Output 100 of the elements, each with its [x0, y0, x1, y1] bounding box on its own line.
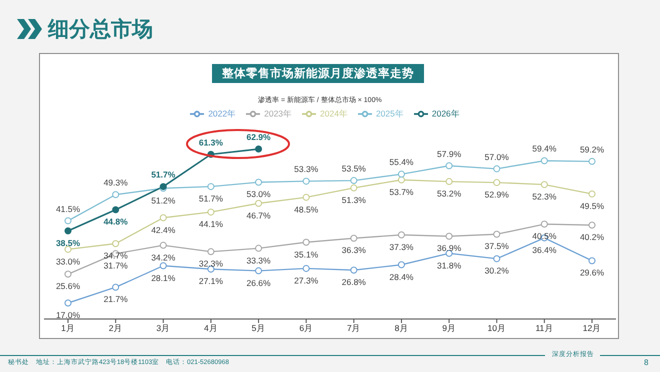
data-label: 51.7%	[151, 170, 176, 180]
legend-label: 2025年	[376, 108, 404, 118]
point	[112, 191, 120, 198]
point	[255, 146, 262, 152]
point	[112, 206, 120, 214]
data-label: 57.9%	[437, 148, 462, 159]
point	[160, 242, 167, 249]
point	[540, 157, 548, 164]
point	[350, 266, 358, 274]
data-label: 61.3%	[198, 137, 224, 148]
point	[255, 200, 262, 207]
data-label: 36.3%	[342, 245, 366, 256]
data-label: 46.7%	[246, 210, 272, 220]
x-tick-label: 4月	[204, 323, 218, 334]
data-label: 34.7%	[104, 250, 128, 261]
data-label: 49.5%	[580, 200, 604, 211]
point	[302, 194, 310, 201]
point	[350, 184, 358, 192]
data-label: 51.3%	[342, 194, 366, 205]
point	[207, 183, 214, 190]
point	[540, 220, 548, 228]
point	[398, 231, 405, 238]
point	[64, 270, 72, 278]
data-label: 38.5%	[56, 238, 80, 248]
point	[255, 178, 262, 186]
point	[398, 176, 405, 184]
point	[446, 232, 453, 240]
point	[302, 238, 310, 246]
data-label: 40.2%	[580, 232, 604, 242]
point	[446, 178, 453, 186]
legend-label: 2023年	[264, 108, 292, 118]
data-label: 29.6%	[580, 268, 604, 278]
x-tick-label: 10月	[487, 323, 506, 334]
point	[64, 227, 72, 234]
data-label: 31.8%	[437, 260, 462, 270]
data-label: 35.1%	[294, 249, 319, 260]
point	[493, 230, 500, 238]
point	[112, 284, 120, 291]
data-label: 30.2%	[484, 266, 510, 276]
point	[493, 165, 500, 172]
data-label: 53.2%	[437, 188, 462, 199]
point	[398, 261, 405, 268]
data-label: 52.9%	[484, 190, 510, 200]
data-label: 53.7%	[389, 186, 414, 197]
data-label: 26.6%	[246, 278, 272, 288]
data-label: 42.4%	[151, 224, 176, 235]
point	[350, 234, 358, 242]
data-label: 36.9%	[437, 243, 462, 254]
point	[255, 244, 262, 252]
data-label: 57.0%	[484, 152, 510, 162]
point	[493, 179, 500, 186]
point	[302, 264, 310, 272]
point	[207, 248, 214, 256]
chart-subtitle: 细分总市场	[48, 16, 153, 43]
data-label: 53.3%	[294, 164, 319, 174]
data-label: 36.4%	[532, 244, 557, 255]
x-tick-label: 5月	[252, 323, 266, 334]
point	[160, 214, 167, 222]
point	[207, 208, 214, 216]
data-label: 40.5%	[532, 231, 557, 242]
point	[588, 190, 596, 198]
x-tick-label: 1月	[61, 323, 75, 334]
point	[446, 162, 453, 170]
data-label: 34.2%	[151, 252, 176, 262]
data-label: 53.0%	[246, 189, 272, 200]
data-label: 33.0%	[56, 256, 80, 266]
x-tick-label: 7月	[346, 323, 361, 334]
data-label: 37.3%	[389, 242, 414, 252]
x-tick-label: 8月	[394, 323, 408, 334]
data-label: 51.7%	[198, 194, 224, 204]
point	[64, 300, 72, 306]
data-label: 25.6%	[56, 281, 80, 292]
data-label: 27.1%	[198, 276, 224, 286]
point	[398, 170, 405, 178]
x-tick-label: 6月	[299, 323, 314, 334]
data-label: 51.2%	[151, 195, 176, 206]
point	[540, 181, 548, 188]
data-label: 53.5%	[342, 164, 366, 174]
data-label: 32.3%	[198, 258, 224, 269]
x-tick-label: 12月	[582, 323, 602, 334]
data-label: 28.4%	[389, 272, 414, 282]
data-label: 59.2%	[580, 144, 604, 154]
point	[64, 217, 72, 224]
legend-label: 2026年	[432, 108, 460, 118]
point	[588, 222, 596, 229]
data-label: 55.4%	[389, 157, 414, 168]
data-label: 33.3%	[246, 255, 272, 266]
legend-label: 2024年	[320, 108, 348, 118]
data-label: 21.7%	[104, 294, 128, 304]
data-label: 17.0%	[56, 310, 80, 320]
data-label: 52.3%	[532, 192, 557, 202]
chart-title: 整体零售市场新能源月度渗透率走势	[212, 64, 424, 83]
point	[112, 240, 120, 248]
legend-label: 2022年	[208, 108, 236, 118]
text: 8	[644, 358, 648, 367]
data-label: 59.4%	[532, 144, 557, 154]
data-label: 49.3%	[104, 178, 128, 188]
data-label: 48.5%	[294, 204, 319, 214]
data-label: 26.8%	[342, 277, 366, 288]
point	[350, 177, 358, 184]
